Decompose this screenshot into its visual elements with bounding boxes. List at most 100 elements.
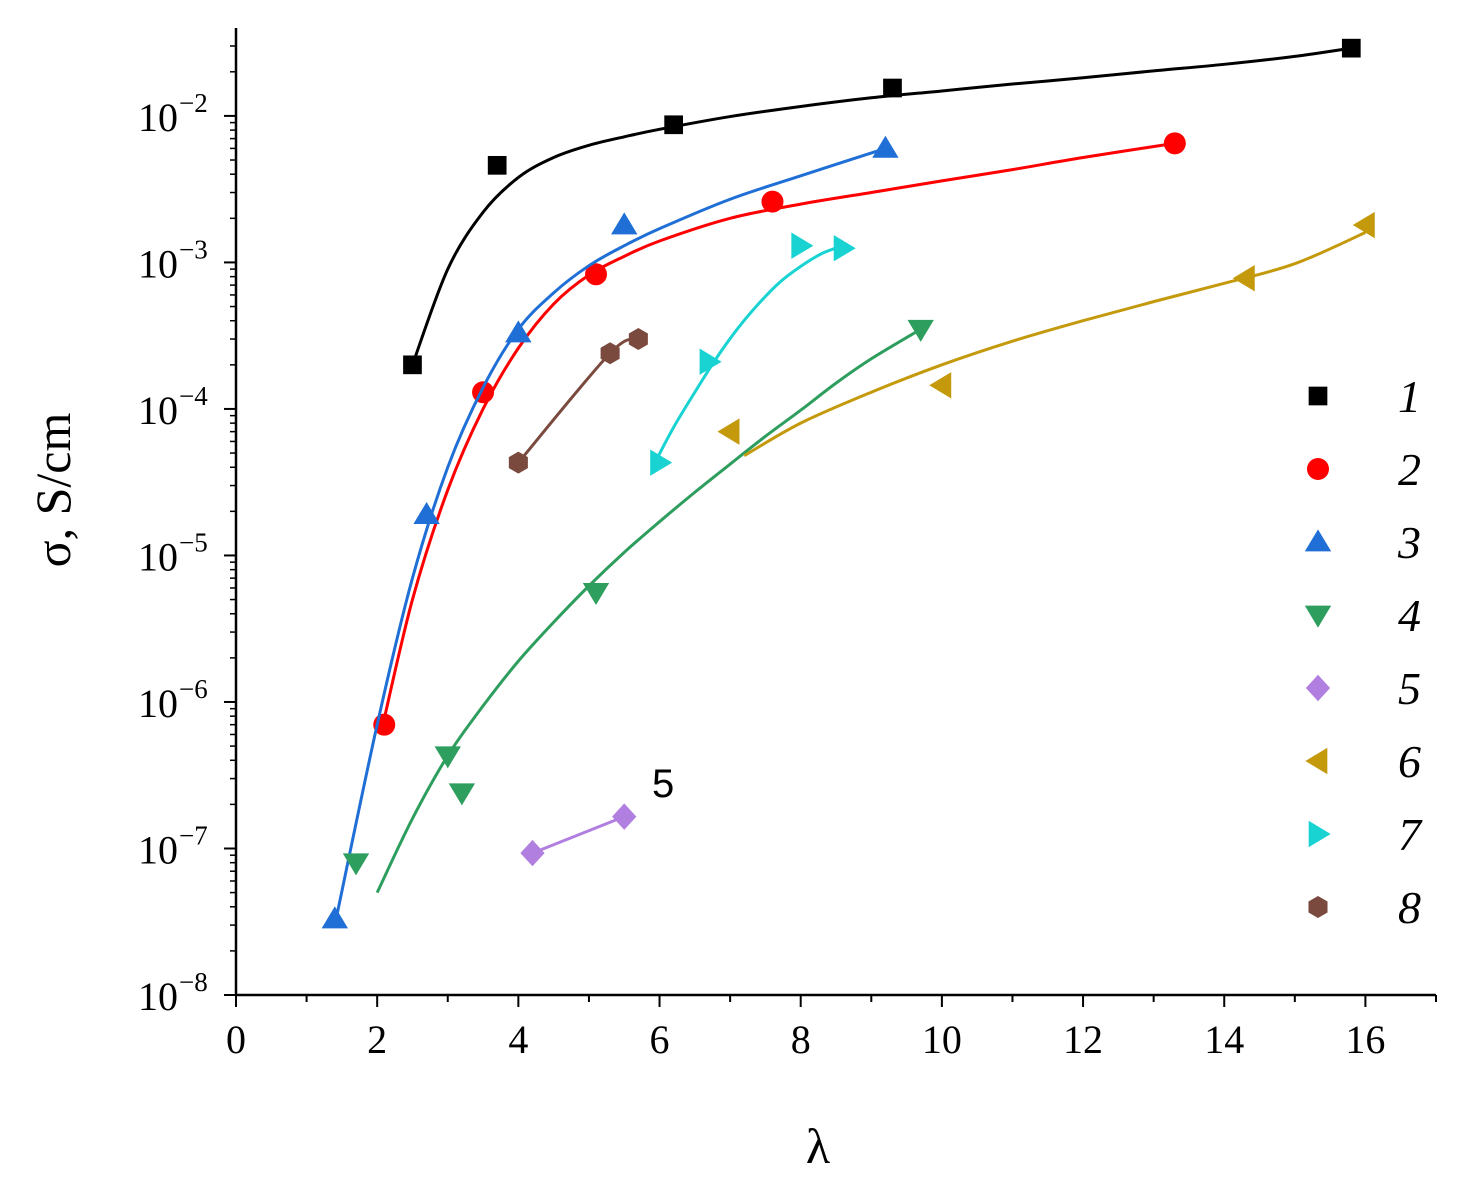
plot-layer	[321, 38, 1375, 929]
data-point-1	[403, 355, 422, 375]
data-point-6	[717, 418, 740, 445]
y-tick-label: 10	[138, 388, 178, 433]
y-tick-label: 10	[138, 95, 178, 140]
legend-label-2: 2	[1398, 444, 1421, 495]
y-tick-exponent: −4	[179, 381, 208, 411]
x-tick-label: 4	[508, 1017, 528, 1062]
fit-line-7	[651, 244, 844, 468]
y-tick-exponent: −2	[179, 88, 208, 118]
data-point-6	[1352, 211, 1375, 239]
data-point-8	[628, 328, 648, 351]
x-tick-label: 14	[1204, 1017, 1244, 1062]
legend-label-5: 5	[1398, 663, 1421, 714]
legend-label-3: 3	[1397, 517, 1421, 568]
data-point-4	[342, 853, 370, 876]
data-point-7	[699, 348, 722, 375]
x-axis-label: λ	[806, 1118, 830, 1174]
data-point-6	[929, 372, 952, 399]
data-point-3	[505, 320, 532, 343]
data-point-1	[1341, 38, 1361, 58]
series-3	[321, 135, 899, 929]
series-4	[342, 319, 934, 894]
data-point-7	[791, 232, 814, 259]
x-tick-label: 0	[226, 1017, 246, 1062]
x-tick-label: 16	[1345, 1017, 1385, 1062]
legend-item-3: 3	[1304, 517, 1421, 568]
data-point-5	[612, 803, 637, 830]
legend-item-2: 2	[1307, 444, 1421, 495]
data-point-1	[487, 155, 507, 175]
y-tick-exponent: −5	[179, 527, 208, 557]
y-tick-exponent: −3	[179, 234, 208, 264]
legend-marker-5	[1305, 674, 1331, 702]
data-point-2	[761, 190, 784, 213]
data-point-3	[321, 906, 349, 929]
series-7	[650, 232, 856, 476]
legend-marker-7	[1308, 820, 1331, 848]
data-point-7	[833, 235, 856, 262]
y-tick-exponent: −6	[179, 674, 208, 704]
legend-label-6: 6	[1398, 736, 1421, 787]
legend-item-7: 7	[1308, 809, 1423, 860]
y-tick-label: 10	[138, 534, 178, 579]
data-point-4	[434, 746, 461, 769]
x-tick-label: 6	[650, 1017, 670, 1062]
legend-marker-4	[1304, 605, 1332, 628]
data-point-6	[1232, 265, 1255, 292]
y-tick-label: 10	[138, 827, 178, 872]
y-tick-label: 10	[138, 681, 178, 726]
x-tick-label: 10	[922, 1017, 962, 1062]
fit-line-1	[411, 46, 1352, 366]
legend-label-7: 7	[1398, 809, 1423, 860]
x-tick-label: 12	[1063, 1017, 1103, 1062]
legend-marker-6	[1305, 747, 1328, 775]
y-tick-label: 10	[138, 974, 178, 1019]
legend-item-5: 5	[1305, 663, 1421, 714]
legend-label-8: 8	[1398, 882, 1421, 933]
data-point-1	[664, 115, 683, 135]
series-2	[373, 132, 1186, 736]
legend-item-4: 4	[1304, 590, 1421, 641]
y-tick-exponent: −7	[179, 820, 208, 850]
legend-marker-1	[1308, 386, 1328, 406]
y-tick-label: 10	[138, 241, 178, 286]
legend-label-4: 4	[1398, 590, 1421, 641]
data-point-5	[520, 839, 545, 867]
legend-marker-8	[1308, 896, 1328, 918]
x-tick-label: 8	[791, 1017, 811, 1062]
legend-item-8: 8	[1308, 882, 1421, 933]
y-tick-exponent: −8	[179, 967, 208, 997]
series-5	[520, 803, 637, 867]
data-point-4	[582, 582, 610, 605]
x-tick-label: 2	[367, 1017, 387, 1062]
series-8	[508, 328, 648, 474]
data-point-3	[872, 135, 899, 158]
series-1	[403, 38, 1361, 375]
data-point-8	[508, 451, 528, 474]
data-point-3	[413, 501, 440, 524]
fit-line-4	[375, 327, 922, 894]
fit-line-3	[333, 146, 886, 926]
data-point-8	[600, 342, 620, 365]
legend-marker-2	[1307, 458, 1329, 480]
legend-marker-3	[1304, 529, 1332, 552]
legend-label-1: 1	[1398, 371, 1421, 422]
data-point-4	[907, 319, 934, 342]
data-point-4	[448, 783, 476, 806]
data-point-1	[883, 78, 902, 98]
legend: 1 2 3 4 5 6 7 8	[1304, 371, 1423, 933]
annotation-label: 5	[652, 762, 674, 806]
data-point-2	[585, 263, 607, 286]
series-6	[717, 211, 1375, 457]
fit-line-6	[743, 231, 1367, 457]
y-axis-label: σ, S/cm	[25, 413, 81, 568]
data-point-3	[611, 212, 638, 235]
legend-item-6: 6	[1305, 736, 1421, 787]
data-point-7	[650, 449, 673, 476]
fit-line-2	[379, 141, 1176, 735]
data-point-2	[1163, 132, 1186, 155]
legend-item-1: 1	[1308, 371, 1421, 422]
